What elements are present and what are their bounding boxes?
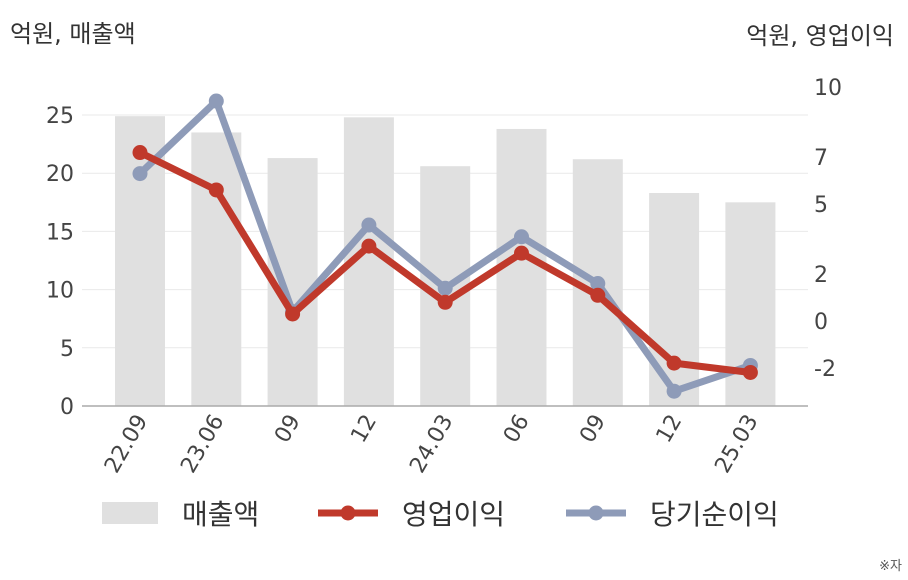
x-tick-label: 24.03: [405, 411, 458, 478]
x-tick-label: 09: [270, 411, 306, 448]
x-tick-label: 06: [499, 411, 535, 448]
x-tick-label: 25.03: [710, 411, 763, 478]
legend-label-net-income: 당기순이익: [650, 498, 779, 531]
legend-marker-net-income: [588, 505, 604, 521]
y-left-tick-label: 25: [46, 104, 74, 129]
operating-profit-point: [132, 145, 148, 161]
operating-profit-point: [208, 182, 224, 198]
net-income-point: [132, 166, 148, 182]
operating-profit-point: [361, 238, 377, 254]
x-tick-label: 12: [346, 411, 382, 448]
x-tick-label: 12: [652, 411, 688, 448]
bar: [649, 192, 700, 406]
operating-profit-point: [666, 355, 682, 371]
legend-marker-operating-profit: [340, 505, 356, 521]
operating-profit-point: [285, 306, 301, 322]
operating-profit-point: [742, 364, 758, 380]
right-axis-unit: 억원, 영업이익: [746, 22, 894, 50]
operating-profit-point: [514, 245, 529, 261]
net-income-point: [514, 229, 529, 245]
x-tick-label: 22.09: [100, 411, 153, 478]
x-tick-label: 09: [575, 411, 611, 448]
y-left-tick-label: 0: [60, 395, 74, 420]
y-right-tick-label: 7: [814, 146, 828, 171]
legend-label-sales: 매출액: [182, 498, 259, 531]
bar: [191, 132, 242, 406]
y-left-tick-label: 15: [46, 220, 74, 245]
net-income-point: [437, 280, 453, 296]
y-right-tick-label: -2: [814, 357, 836, 382]
net-income-point: [590, 276, 606, 292]
left-axis-unit: 억원, 매출액: [10, 20, 136, 48]
x-tick-label: 23.06: [176, 411, 229, 478]
y-left-tick-label: 5: [60, 337, 74, 362]
y-right-tick-label: 10: [814, 76, 842, 101]
legend-swatch-sales: [102, 502, 158, 524]
legend-label-operating-profit: 영업이익: [402, 498, 505, 531]
y-right-tick-label: 5: [814, 193, 828, 218]
footnote: ※자: [879, 559, 902, 574]
net-income-point: [666, 383, 682, 399]
y-right-tick-label: 2: [814, 263, 828, 288]
operating-profit-point: [437, 294, 453, 310]
net-income-point: [208, 93, 224, 109]
net-income-point: [361, 217, 377, 233]
operating-profit-point: [590, 287, 606, 303]
y-left-tick-label: 20: [46, 162, 74, 187]
y-left-tick-label: 10: [46, 279, 74, 304]
y-right-tick-label: 0: [814, 310, 828, 335]
